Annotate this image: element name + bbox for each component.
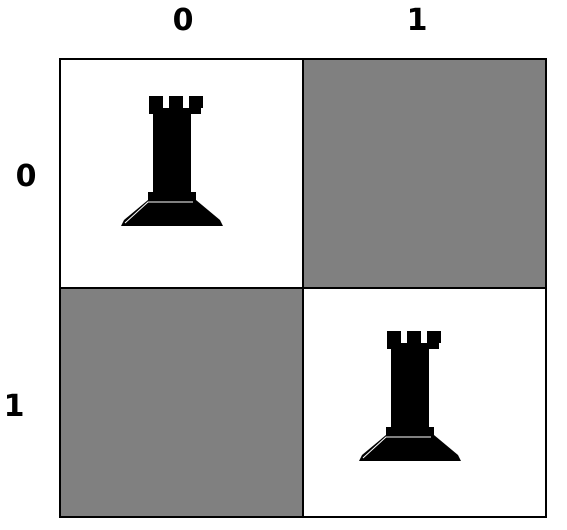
row-label-0: 0 — [15, 159, 37, 194]
square-0-1[interactable] — [302, 58, 547, 289]
column-label-1: 1 — [406, 3, 428, 38]
rook-icon — [359, 331, 461, 461]
column-label-0: 0 — [172, 3, 194, 38]
row-label-1: 1 — [3, 389, 25, 424]
chess-board — [59, 58, 547, 518]
square-1-0[interactable] — [59, 287, 304, 518]
square-1-1[interactable] — [302, 287, 547, 518]
rook-icon — [121, 96, 223, 226]
square-0-0[interactable] — [59, 58, 304, 289]
